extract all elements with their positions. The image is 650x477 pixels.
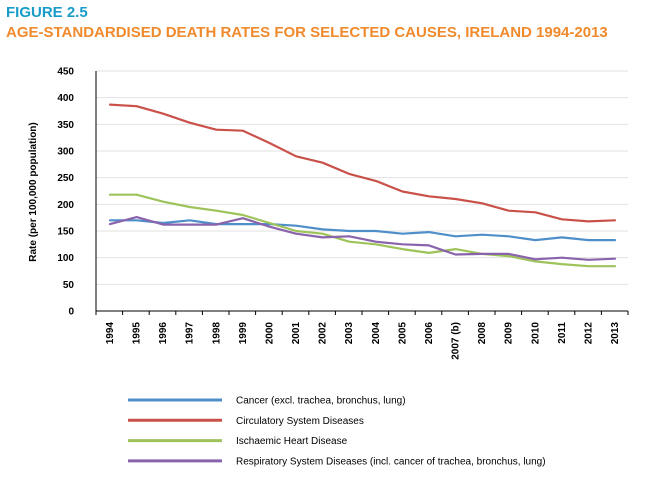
legend-label-2: Circulatory System Diseases — [236, 416, 364, 427]
x-tick-1996: 1996 — [158, 322, 169, 345]
x-tick-2010: 2010 — [530, 322, 541, 345]
x-tick-2004: 2004 — [371, 322, 382, 345]
x-tick-2008: 2008 — [477, 322, 488, 345]
series-line-4 — [108, 216, 617, 261]
x-tick-1997: 1997 — [185, 322, 196, 345]
series-lines — [108, 103, 617, 268]
x-tick-2009: 2009 — [504, 322, 515, 345]
chart-title: AGE-STANDARDISED DEATH RATES FOR SELECTE… — [6, 24, 608, 41]
x-tick-2000: 2000 — [264, 322, 275, 345]
axes — [95, 71, 629, 315]
y-tick-450: 450 — [57, 67, 74, 78]
y-tick-200: 200 — [57, 200, 74, 211]
x-tick-1994: 1994 — [105, 322, 116, 345]
figure-label: FIGURE 2.5 — [6, 4, 88, 21]
x-tick-2013: 2013 — [610, 322, 621, 345]
x-tick-1995: 1995 — [132, 322, 143, 345]
legend-label-3: Ischaemic Heart Disease — [236, 436, 348, 447]
legend-label-4: Respiratory System Diseases (incl. cance… — [236, 456, 546, 467]
x-tick-2005: 2005 — [397, 322, 408, 345]
y-tick-250: 250 — [57, 173, 74, 184]
x-tick-2001: 2001 — [291, 322, 302, 345]
legend-label-1: Cancer (excl. trachea, bronchus, lung) — [236, 396, 406, 407]
x-tick-1999: 1999 — [238, 322, 249, 345]
x-tick-2012: 2012 — [583, 322, 594, 345]
y-tick-0: 0 — [68, 307, 74, 318]
y-tick-150: 150 — [57, 227, 74, 238]
series-line-3 — [108, 193, 617, 268]
y-axis-label: Rate (per 100,000 population) — [28, 122, 39, 261]
x-tick-2011: 2011 — [557, 322, 568, 344]
y-axis-ticks: 0 50 100 150 200 250 300 350 400 450 — [57, 67, 74, 318]
series-line-2 — [108, 103, 617, 223]
x-axis-ticks: 1994 1995 1996 1997 1998 1999 2000 2001 2002 2003… — [105, 322, 621, 360]
x-tick-2007 (b): 2007 (b) — [451, 322, 462, 360]
y-tick-100: 100 — [57, 253, 74, 264]
y-tick-350: 350 — [57, 120, 74, 131]
gridlines — [96, 70, 628, 285]
x-tick-2006: 2006 — [424, 322, 435, 345]
y-tick-50: 50 — [63, 280, 75, 291]
x-tick-1998: 1998 — [211, 322, 222, 345]
y-tick-400: 400 — [57, 93, 74, 104]
legend: Cancer (excl. trachea, bronchus, lung) Ci… — [128, 396, 546, 467]
x-tick-2003: 2003 — [344, 322, 355, 345]
series-line-1 — [108, 219, 617, 242]
y-tick-300: 300 — [57, 147, 74, 158]
x-tick-2002: 2002 — [318, 322, 329, 345]
